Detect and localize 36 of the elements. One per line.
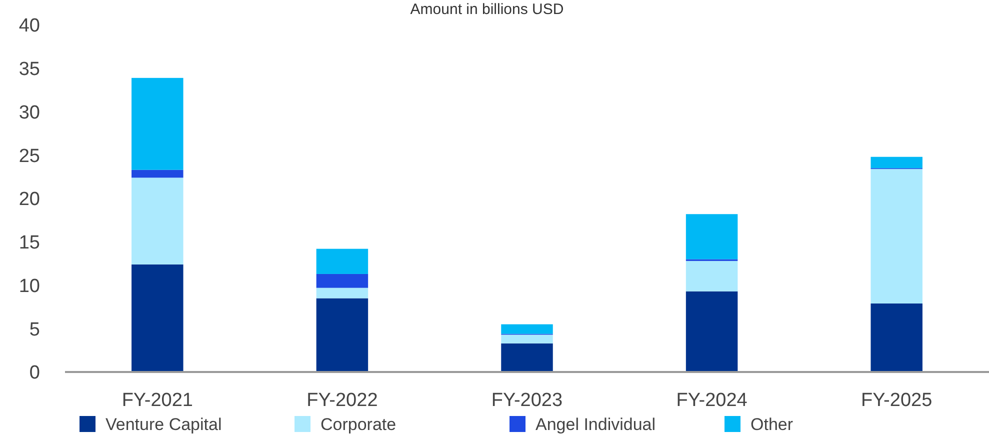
y-tick-label: 0 xyxy=(29,362,40,384)
y-tick-label: 40 xyxy=(18,16,40,37)
x-tick-label: FY-2021 xyxy=(122,390,193,411)
bar xyxy=(686,260,738,292)
bar xyxy=(132,264,184,372)
bar xyxy=(316,248,368,274)
x-tick-label: FY-2025 xyxy=(861,390,932,411)
y-tick-label: 35 xyxy=(18,59,40,80)
bar xyxy=(316,298,368,372)
x-tick-label: FY-2023 xyxy=(491,390,563,411)
bar xyxy=(686,214,738,260)
bar xyxy=(132,170,184,178)
bar xyxy=(870,169,922,304)
x-tick-label: FY-2024 xyxy=(676,390,748,411)
bar xyxy=(501,334,553,344)
bar xyxy=(686,291,738,372)
y-tick-label: 25 xyxy=(18,146,40,167)
bar xyxy=(501,324,553,334)
y-tick-label: 20 xyxy=(18,189,40,210)
legend-label: Angel Individual xyxy=(536,415,656,434)
x-tick-label: FY-2022 xyxy=(306,390,378,411)
chart-title: Amount in billions USD xyxy=(410,1,564,18)
legend-label: Venture Capital xyxy=(106,415,222,434)
y-tick-label: 5 xyxy=(29,319,40,340)
bar xyxy=(870,156,922,168)
bar xyxy=(501,343,553,372)
bar xyxy=(132,78,184,170)
y-tick-label: 10 xyxy=(18,276,40,297)
legend-label: Other xyxy=(750,415,794,434)
bar xyxy=(316,274,368,288)
y-tick-label: 30 xyxy=(18,102,40,124)
bar xyxy=(316,288,368,298)
legend-label: Corporate xyxy=(320,415,396,434)
bar xyxy=(870,303,922,372)
bar xyxy=(132,178,184,264)
y-tick-label: 15 xyxy=(18,232,40,254)
